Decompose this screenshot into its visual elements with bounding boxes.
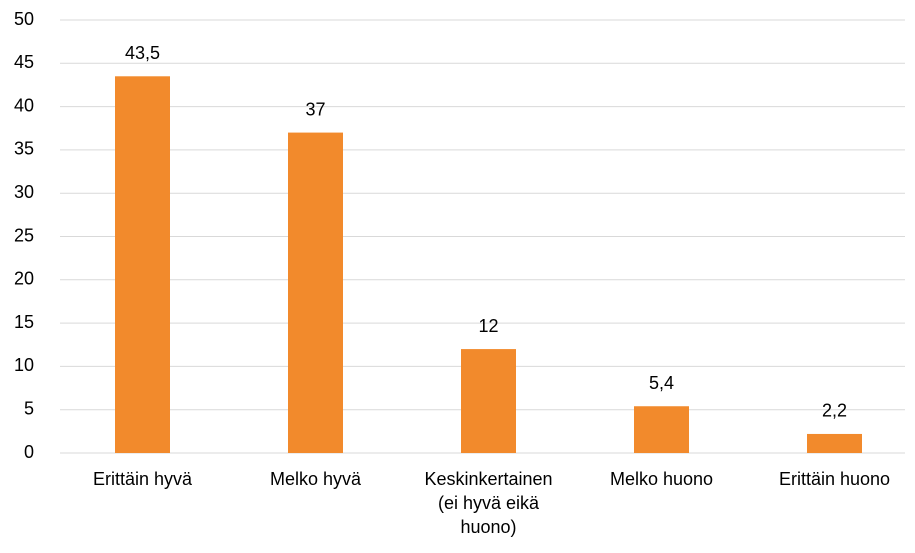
y-tick-label: 35 xyxy=(14,139,34,159)
data-label: 43,5 xyxy=(125,43,160,63)
y-tick-label: 50 xyxy=(14,9,34,29)
y-tick-label: 45 xyxy=(14,52,34,72)
x-tick-label: Erittäin huono xyxy=(779,469,890,489)
y-tick-label: 30 xyxy=(14,182,34,202)
y-tick-label: 5 xyxy=(24,398,34,418)
x-tick-label: Erittäin hyvä xyxy=(93,469,193,489)
y-tick-label: 10 xyxy=(14,355,34,375)
y-tick-label: 40 xyxy=(14,95,34,115)
data-label: 5,4 xyxy=(649,373,674,393)
y-tick-label: 15 xyxy=(14,312,34,332)
x-tick-label: Melko huono xyxy=(610,469,713,489)
y-tick-label: 25 xyxy=(14,225,34,245)
x-tick-label: Keskinkertainen (ei hyvä eikä huono) xyxy=(424,469,552,537)
y-tick-label: 20 xyxy=(14,269,34,289)
x-tick-label: Melko hyvä xyxy=(270,469,362,489)
data-label: 37 xyxy=(305,99,325,119)
y-tick-label: 0 xyxy=(24,442,34,462)
data-label: 2,2 xyxy=(822,401,847,421)
bar xyxy=(115,76,170,453)
data-label: 12 xyxy=(478,316,498,336)
bar xyxy=(807,433,862,453)
bar xyxy=(461,349,516,453)
bar xyxy=(634,406,689,453)
bar xyxy=(288,132,343,453)
